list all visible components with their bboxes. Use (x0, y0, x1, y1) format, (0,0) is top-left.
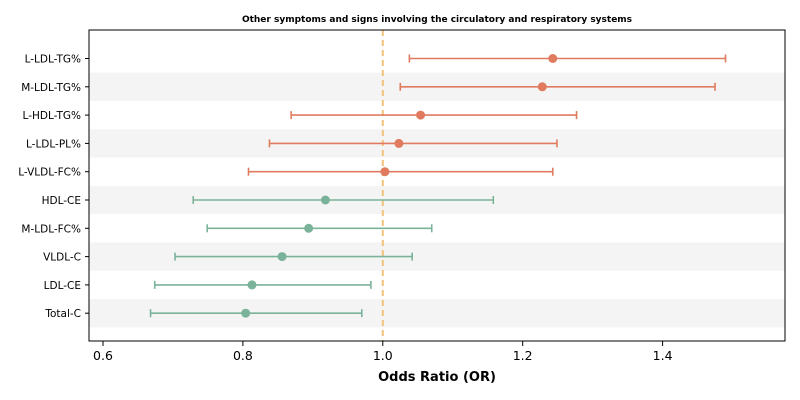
forest-row (153, 280, 372, 290)
chart-title: Other symptoms and signs involving the c… (242, 15, 632, 25)
or-point (537, 82, 547, 92)
x-tick-label: 0.8 (233, 348, 253, 363)
y-axis: L-LDL-TG% M-LDL-TG% L-HDL-TG% L-LDL-PL% L-VL… (18, 54, 89, 320)
x-tick-label: 1.2 (513, 348, 533, 363)
x-axis: 0.6 0.8 1.0 1.2 1.4 (93, 341, 673, 363)
forest-row (206, 223, 433, 233)
or-point (241, 308, 251, 318)
or-point (416, 110, 426, 120)
or-point (277, 252, 287, 262)
y-tick-label: HDL-CE (42, 195, 81, 207)
plot-frame (88, 29, 786, 342)
forest-row (290, 110, 578, 120)
y-tick-label: M-LDL-FC% (21, 223, 81, 235)
plot-marks (149, 54, 727, 318)
y-tick-label: L-VLDL-FC% (18, 167, 81, 179)
forest-row (408, 54, 727, 63)
or-point (304, 223, 314, 233)
or-point (394, 138, 404, 148)
y-tick-label: VLDL-C (43, 252, 81, 264)
x-tick-label: 1.4 (653, 348, 673, 363)
y-tick-label: Total-C (44, 308, 81, 320)
y-tick-label: L-LDL-PL% (26, 138, 81, 150)
forest-row (247, 167, 554, 177)
y-tick-label: L-LDL-TG% (25, 54, 81, 66)
x-axis-label: Odds Ratio (OR) (378, 370, 496, 385)
or-point (380, 167, 390, 177)
x-tick-label: 0.6 (93, 348, 113, 363)
forest-row (268, 138, 558, 148)
or-point (320, 195, 330, 205)
forest-row (174, 252, 413, 262)
or-point (548, 54, 558, 63)
forest-row (149, 308, 363, 318)
forest-row (192, 195, 495, 205)
forest-row (399, 82, 716, 92)
or-point (247, 280, 257, 290)
y-tick-label: LDL-CE (44, 280, 81, 292)
y-tick-label: L-HDL-TG% (23, 110, 81, 122)
x-tick-label: 1.0 (373, 348, 393, 363)
y-tick-label: M-LDL-TG% (21, 82, 81, 94)
